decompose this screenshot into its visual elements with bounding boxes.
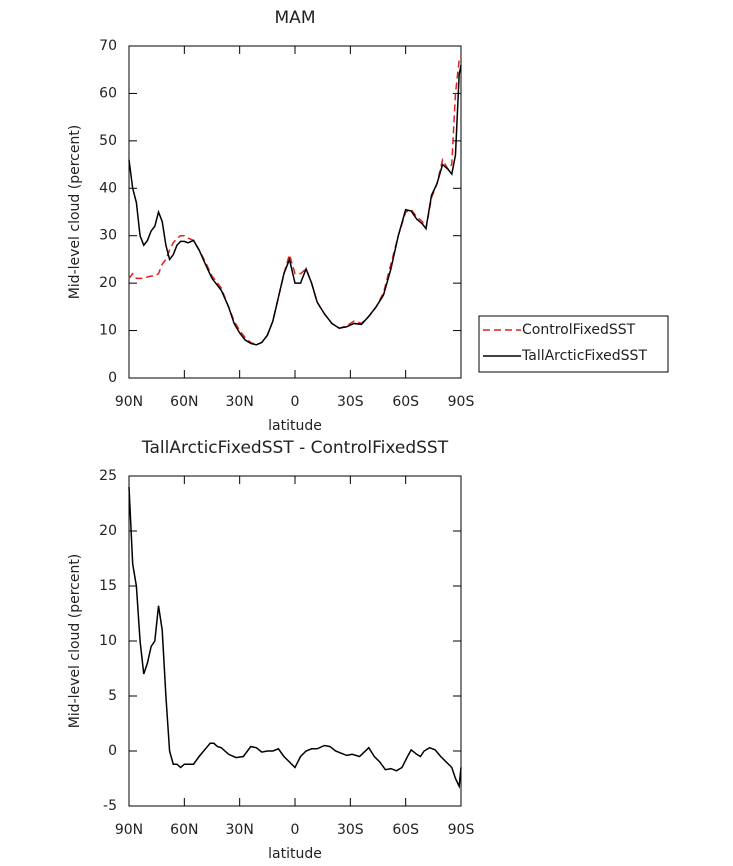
x-tick-label: 60N — [170, 822, 198, 838]
legend-label: ControlFixedSST — [522, 322, 636, 338]
legend-label: TallArcticFixedSST — [521, 348, 647, 364]
x-tick-label: 30S — [337, 822, 364, 838]
chart-title: TallArcticFixedSST - ControlFixedSST — [141, 438, 449, 458]
y-tick-label: 25 — [99, 468, 117, 484]
x-axis-label: latitude — [268, 418, 322, 434]
x-tick-label: 90N — [115, 822, 143, 838]
data-line — [128, 55, 462, 346]
chart-title: MAM — [275, 8, 316, 28]
x-tick-label: 90S — [448, 394, 475, 410]
x-tick-label: 0 — [291, 394, 300, 410]
legend-box — [478, 315, 669, 373]
x-tick-label: 30N — [226, 822, 254, 838]
x-tick-label: 60S — [392, 822, 419, 838]
y-tick-label: 15 — [99, 578, 117, 594]
y-tick-label: 70 — [99, 38, 117, 54]
y-axis-label: Mid-level cloud (percent) — [67, 125, 83, 300]
y-tick-label: 60 — [99, 85, 117, 101]
x-tick-label: 30N — [226, 394, 254, 410]
x-tick-label: 30S — [337, 394, 364, 410]
x-tick-label: 60N — [170, 394, 198, 410]
x-tick-label: 60S — [392, 394, 419, 410]
data-line — [128, 64, 462, 346]
y-tick-label: 0 — [108, 743, 117, 759]
x-tick-label: 0 — [291, 822, 300, 838]
y-tick-label: 30 — [99, 228, 117, 244]
x-axis-label: latitude — [268, 846, 322, 862]
y-tick-label: 50 — [99, 133, 117, 149]
y-tick-label: 0 — [108, 370, 117, 386]
y-tick-label: 10 — [99, 633, 117, 649]
y-tick-label: 5 — [108, 688, 117, 704]
y-tick-label: -5 — [103, 798, 117, 814]
y-tick-label: 20 — [99, 275, 117, 291]
y-axis-label: Mid-level cloud (percent) — [67, 554, 83, 729]
y-tick-label: 10 — [99, 323, 117, 339]
x-tick-label: 90S — [448, 822, 475, 838]
y-tick-label: 20 — [99, 523, 117, 539]
y-tick-label: 40 — [99, 180, 117, 196]
data-line — [128, 486, 462, 789]
plot-frame — [128, 475, 462, 807]
x-tick-label: 90N — [115, 394, 143, 410]
